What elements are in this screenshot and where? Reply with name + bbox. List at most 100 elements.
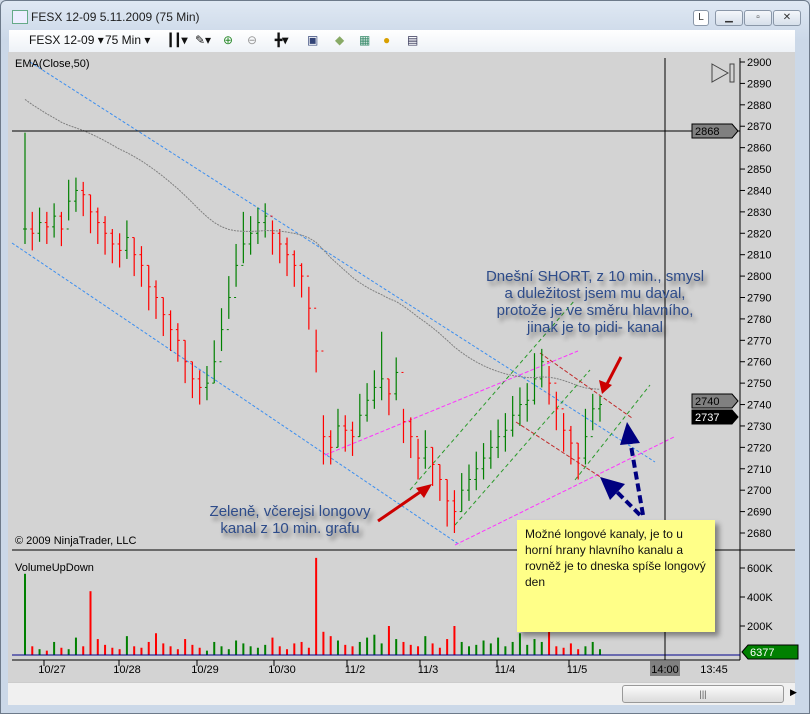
close-button[interactable]: ✕ <box>773 10 801 26</box>
ema-price-marker: 2740 <box>695 396 719 408</box>
blue-arrow-2 <box>613 488 642 517</box>
volume-tick-label: 200K <box>747 621 773 633</box>
interval-selector[interactable]: 75 Min ▾ <box>105 33 151 47</box>
volume-tick-label: 600K <box>747 563 773 575</box>
properties-icon[interactable]: ▣ <box>307 33 319 47</box>
price-tick-label: 2800 <box>747 271 771 283</box>
annotation-line: a duležitost jsem mu daval, <box>504 285 686 302</box>
magenta-channel-upper[interactable] <box>324 350 579 456</box>
dollar-icon[interactable]: ● <box>383 33 391 47</box>
time-label: 10/28 <box>113 664 141 676</box>
time-label: 11/3 <box>418 664 439 676</box>
magenta-channel-lower[interactable] <box>454 436 675 546</box>
price-tick-label: 2860 <box>747 143 771 155</box>
blue-arrowhead <box>620 422 640 445</box>
red-arrowhead <box>599 380 612 394</box>
price-tick-label: 2700 <box>747 485 771 497</box>
volume-tick-label: 400K <box>747 592 773 604</box>
time-label: 13:45 <box>700 664 728 676</box>
green-channel-annotation[interactable]: Zeleně, včerejsi longovy kanal z 10 min.… <box>190 503 390 537</box>
annotation-line: jinak je to pidi- kanal <box>527 319 663 336</box>
horizontal-scrollbar[interactable]: ||| ▶ <box>8 682 797 705</box>
crosshair-time-box <box>650 661 680 676</box>
price-tick-label: 2810 <box>747 250 771 262</box>
main-channel-upper[interactable] <box>29 61 656 463</box>
price-tick-label: 2770 <box>747 335 771 347</box>
price-tick-label: 2900 <box>747 57 771 69</box>
minimize-button[interactable]: ▁ <box>715 10 743 26</box>
price-tick-label: 2820 <box>747 228 771 240</box>
red-channel-upper[interactable] <box>539 352 633 419</box>
time-label: 10/27 <box>38 664 66 676</box>
last-volume-marker: 6377 <box>750 647 774 659</box>
crosshair-icon[interactable]: ╋▾ <box>275 33 289 47</box>
red-arrow-green-note <box>377 486 427 523</box>
scrollbar-thumb[interactable]: ||| <box>622 685 784 703</box>
price-tick-label: 2880 <box>747 100 771 112</box>
price-tick-label: 2850 <box>747 164 771 176</box>
link-button[interactable]: L <box>693 10 709 26</box>
zoom-out-icon[interactable]: ⊖ <box>247 33 258 47</box>
price-tick-label: 2890 <box>747 78 771 90</box>
time-label: 10/29 <box>191 664 219 676</box>
last-price-marker-box <box>691 409 739 425</box>
chart-app-icon <box>12 10 28 24</box>
annotation-line: Zeleně, včerejsi longovy <box>209 503 371 520</box>
last-price-marker: 2737 <box>695 412 719 424</box>
interval-label: 75 Min <box>105 33 142 47</box>
blue-arrowhead <box>600 477 625 500</box>
price-tick-label: 2830 <box>747 207 771 219</box>
price-tick-label: 2730 <box>747 421 771 433</box>
order-icon[interactable]: ◆ <box>335 33 345 47</box>
window-title: FESX 12-09 5.11.2009 (75 Min) <box>31 10 200 24</box>
price-tick-label: 2690 <box>747 507 771 519</box>
drawing-objects <box>11 61 675 546</box>
annotation-line: kanal z 10 min. grafu <box>220 520 360 537</box>
price-tick-label: 2840 <box>747 185 771 197</box>
time-label: 11/4 <box>495 664 516 676</box>
price-tick-label: 2790 <box>747 293 771 305</box>
data-box-icon[interactable]: ▤ <box>407 33 419 47</box>
time-label: 11/5 <box>567 664 588 676</box>
price-tick-label: 2720 <box>747 442 771 454</box>
instrument-label: FESX 12-09 <box>29 33 95 47</box>
crosshair-price-marker-box <box>691 123 739 139</box>
scroll-right-arrow[interactable]: ▶ <box>790 687 797 697</box>
time-label: 10/30 <box>268 664 296 676</box>
zoom-in-icon[interactable]: ⊕ <box>223 33 234 47</box>
price-tick-label: 2760 <box>747 357 771 369</box>
red-arrow-short <box>605 356 623 385</box>
annotation-line: protože je ve směru hlavního, <box>496 302 694 319</box>
red-channel-lower[interactable] <box>515 421 606 481</box>
crosshair-time-label: 14:00 <box>651 664 679 676</box>
sticky-note[interactable]: Možné longové kanaly, je to u horní hran… <box>517 520 715 632</box>
short-annotation[interactable]: Dnešní SHORT, z 10 min., smysl a duležit… <box>470 268 720 336</box>
last-volume-marker-box <box>741 644 799 660</box>
volume-label: VolumeUpDown <box>15 562 94 574</box>
copyright: © 2009 NinjaTrader, LLC <box>15 535 137 547</box>
red-arrowhead <box>416 484 432 498</box>
maximize-button[interactable]: ▫ <box>744 10 772 26</box>
ema-line <box>24 98 601 390</box>
scroll-to-end-bar <box>729 63 735 83</box>
price-tick-label: 2750 <box>747 378 771 390</box>
bar-type-icon[interactable]: ┃┃▾ <box>167 33 188 47</box>
annotation-line: Dnešní SHORT, z 10 min., smysl <box>485 268 705 285</box>
price-tick-label: 2870 <box>747 121 771 133</box>
green-channel-3[interactable] <box>574 384 651 481</box>
ema-price-marker-box <box>691 393 739 409</box>
main-channel-lower[interactable] <box>11 242 461 546</box>
price-tick-label: 2680 <box>747 528 771 540</box>
instrument-selector[interactable]: FESX 12-09 ▾ <box>29 33 104 47</box>
green-channel-2[interactable] <box>454 369 591 526</box>
crosshair-price-marker: 2868 <box>695 126 719 138</box>
price-tick-label: 2780 <box>747 314 771 326</box>
price-tick-label: 2710 <box>747 464 771 476</box>
price-tick-label: 2740 <box>747 400 771 412</box>
chart-icon[interactable]: ▦ <box>359 33 371 47</box>
scroll-to-end-icon[interactable] <box>711 63 730 83</box>
draw-pencil-icon[interactable]: ✎▾ <box>195 33 212 47</box>
time-label: 11/2 <box>345 664 366 676</box>
ema-label: EMA(Close,50) <box>15 58 90 70</box>
